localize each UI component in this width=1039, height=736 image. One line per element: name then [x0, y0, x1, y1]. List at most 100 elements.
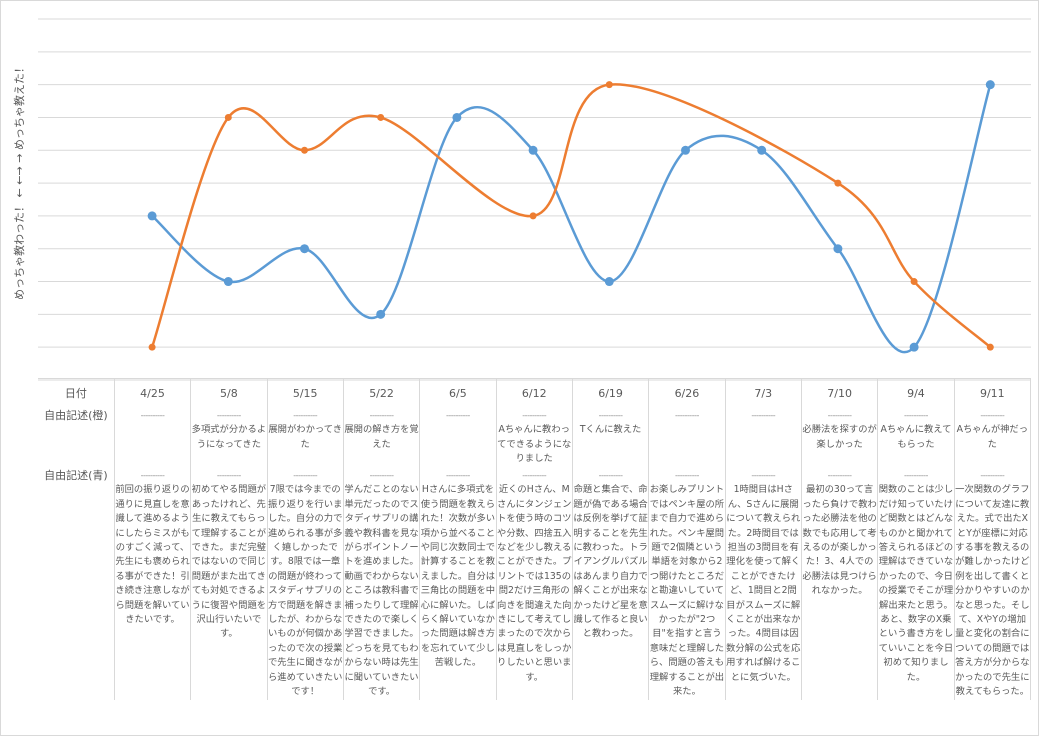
blue-row-label: 自由記述(青) — [44, 469, 108, 482]
orange-comment-text: Aちゃんが神だった — [956, 424, 1029, 450]
data-point-blue — [833, 244, 843, 254]
data-point-blue — [985, 80, 995, 90]
blue-comment-cell: ---------- 最初の30って言ったら負けで教わった必勝法を他の数でも応用し… — [800, 469, 879, 700]
line-chart — [38, 18, 1031, 381]
blue-comment-cell: ---------- 一次関数のグラフについて友達に教えた。式で出たXとYが座標に… — [953, 469, 1032, 700]
orange-comment-cell: ---------- 多項式が分かるようになってきた — [190, 409, 268, 469]
blue-comment-text: 初めてやる問題があったけれど、先生に教えてもらって理解することができた。まだ完璧… — [191, 484, 267, 640]
orange-comment-cell: ---------- 展開がわかってきた — [266, 409, 344, 469]
blue-comment-text: 命題と集合で、命題が偽である場合は反例を挙げて証明することを先生に教わった。トラ… — [573, 484, 648, 640]
blue-comment-text: 一次関数のグラフについて友達に教えた。式で出たXとYが座標に対応する事を教えるの… — [955, 484, 1030, 698]
separator-dashes: ---------- — [140, 471, 165, 480]
blue-comment-text: 1時間目はHさん、Sさんに展開について教えられた。2時間目では担当の3問目を有理… — [726, 484, 801, 683]
orange-row: 自由記述(橙) ---------- ---------- 多項式が分かるようになっ… — [38, 409, 1032, 469]
date-cell: 5/22 — [342, 378, 421, 409]
data-point-orange — [910, 278, 918, 286]
blue-comment-text: お楽しみプリントではペンキ屋の所まで自力で進められた。ペンキ屋問題で2個隣という… — [649, 484, 725, 698]
blue-comment-cell: ---------- お楽しみプリントではペンキ屋の所まで自力で進められた。ペンキ… — [648, 469, 726, 700]
separator-dashes: ---------- — [904, 471, 928, 480]
date-cell: 6/5 — [419, 378, 497, 409]
orange-comment-cell: ---------- Aちゃんが神だった — [953, 409, 1032, 469]
data-point-blue — [452, 112, 462, 122]
data-point-orange — [605, 81, 613, 89]
date-cell: 6/26 — [648, 378, 726, 409]
orange-row-label: 自由記述(橙) — [44, 409, 108, 422]
blue-comment-cell: ---------- 学んだことのない単元だったのでスタディサプリの講義や教科書を… — [342, 469, 421, 700]
blue-row: 自由記述(青) ---------- 前回の振り返りの通りに見直しを意識して進める… — [38, 469, 1032, 700]
blue-comment-text: 最初の30って言ったら負けで教わった必勝法を他の数でも応用して考えるのが楽しかっ… — [802, 484, 877, 597]
blue-comment-cell: ---------- 1時間目はHさん、Sさんに展開について教えられた。2時間目で… — [724, 469, 802, 700]
y-axis-label: めっちゃ教わった！ ← ←→ → めっちゃ教えた！ — [13, 62, 26, 300]
data-point-blue — [528, 145, 538, 155]
blue-comment-text: 近くのHさん、Mさんにタンジェントを使う時のコツや分数、四捨五入などを少し教える… — [497, 484, 572, 683]
separator-dashes: ---------- — [827, 471, 852, 480]
data-point-blue — [681, 145, 690, 155]
orange-comment-cell: ---------- 必勝法を探すのが楽しかった — [800, 409, 879, 469]
orange-comment-text: 多項式が分かるようになってきた — [191, 424, 267, 450]
blue-comment-cell: ---------- 命題と集合で、命題が偽である場合は反例を挙げて証明することを… — [571, 469, 650, 700]
data-point-orange — [301, 146, 308, 154]
blue-comment-cell: ---------- 前回の振り返りの通りに見直しを意識して進めるようにしたらミス… — [113, 469, 192, 700]
date-cell: 6/19 — [571, 378, 650, 409]
separator-dashes: ---------- — [140, 411, 165, 420]
data-point-blue — [604, 277, 614, 287]
blue-comment-cell: ---------- 関数のことは少しだけ知っていたけど関数とはどんなものかと聞か… — [877, 469, 955, 700]
separator-dashes: ---------- — [598, 411, 623, 420]
separator-dashes: ---------- — [293, 411, 318, 420]
series-line-blue — [151, 84, 992, 354]
separator-dashes: ---------- — [751, 411, 776, 420]
data-point-blue — [376, 309, 386, 319]
date-cell: 9/11 — [953, 378, 1032, 409]
separator-dashes: ---------- — [904, 411, 928, 420]
blue-comment-cell: ---------- 近くのHさん、Mさんにタンジェントを使う時のコツや分数、四捨… — [495, 469, 573, 700]
separator-dashes: ---------- — [980, 471, 1005, 480]
separator-dashes: ---------- — [445, 411, 470, 420]
data-point-blue — [909, 342, 919, 352]
data-point-orange — [377, 113, 385, 121]
separator-dashes: ---------- — [522, 411, 547, 420]
date-cell: 5/8 — [190, 378, 268, 409]
separator-dashes: ---------- — [522, 471, 547, 480]
data-point-orange — [834, 179, 842, 187]
orange-comment-cell: ---------- — [113, 409, 192, 469]
separator-dashes: ---------- — [674, 411, 699, 420]
date-cell: 5/15 — [266, 378, 344, 409]
date-header: 日付 — [38, 378, 115, 409]
date-cell: 6/12 — [495, 378, 573, 409]
orange-comment-cell: ---------- Tくんに教えた — [571, 409, 650, 469]
blue-comment-text: 学んだことのない単元だったのでスタディサプリの講義や教科書を見ながらポイントノー… — [344, 484, 419, 698]
date-cell: 9/4 — [877, 378, 955, 409]
data-point-orange — [224, 113, 232, 121]
journal-table: 日付 4/25 5/8 5/15 5/22 6/5 6/12 6/19 6/26 7/3 7/10… — [38, 378, 1032, 700]
orange-comment-cell: ---------- — [648, 409, 726, 469]
data-point-orange — [986, 343, 994, 351]
date-cell: 7/3 — [724, 378, 802, 409]
orange-comment-text: Tくんに教えた — [579, 424, 642, 436]
separator-dashes: ---------- — [751, 471, 776, 480]
separator-dashes: ---------- — [216, 471, 241, 480]
orange-comment-cell: ---------- Aちゃんに教えてもらった — [877, 409, 955, 469]
data-point-blue — [223, 277, 233, 287]
separator-dashes: ---------- — [980, 411, 1005, 420]
orange-comment-text: 展開の解き方を覚えた — [344, 424, 419, 450]
blue-comment-text: Hさんに多項式を使う問題を教えられた！次数が多い項から並べることや同じ次数同士で… — [420, 484, 496, 669]
blue-comment-cell: ---------- 初めてやる問題があったけれど、先生に教えてもらって理解するこ… — [190, 469, 268, 700]
blue-comment-text: 関数のことは少しだけ知っていたけど関数とはどんなものかと聞かれて答えられるほどの… — [878, 484, 954, 683]
orange-comment-cell: ---------- Aちゃんに教わってできるようになりました — [495, 409, 573, 469]
date-cell: 7/10 — [800, 378, 879, 409]
separator-dashes: ---------- — [674, 471, 699, 480]
blue-comment-cell: ---------- 7限では今までの振り返りを行いました。自分の力で進められる事… — [266, 469, 344, 700]
date-row: 日付 4/25 5/8 5/15 5/22 6/5 6/12 6/19 6/26 7/3 7/10… — [38, 378, 1032, 409]
blue-comment-text: 前回の振り返りの通りに見直しを意識して進めるようにしたらミスがものすごく減って、… — [115, 484, 190, 626]
separator-dashes: ---------- — [827, 411, 852, 420]
orange-comment-cell: ---------- 展開の解き方を覚えた — [342, 409, 421, 469]
orange-comment-cell: ---------- — [419, 409, 497, 469]
orange-comment-text: 展開がわかってきた — [268, 424, 343, 450]
data-point-orange — [148, 343, 156, 351]
separator-dashes: ---------- — [445, 471, 470, 480]
date-cell: 4/25 — [113, 378, 192, 409]
data-point-blue — [300, 244, 309, 254]
orange-comment-text: Aちゃんに教えてもらった — [880, 424, 952, 450]
separator-dashes: ---------- — [369, 411, 394, 420]
